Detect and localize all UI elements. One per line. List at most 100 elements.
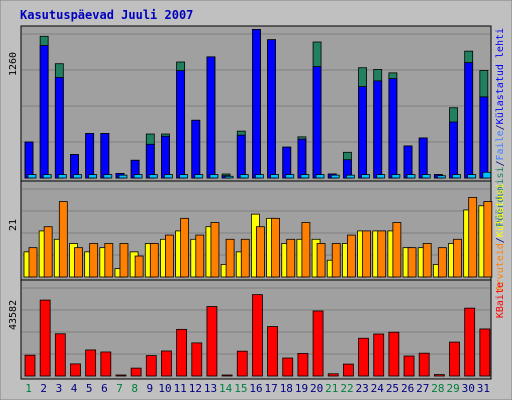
bar-faile-day-25 [391, 174, 401, 179]
bar-kbaite-day-13 [206, 306, 218, 377]
bar-faile-day-6 [103, 174, 113, 179]
bar-faile-day-28 [436, 175, 446, 179]
bar-faile-day-12 [194, 174, 204, 179]
bar-kbaite-day-17 [267, 326, 278, 377]
x-tick-label-day-10: 10 [158, 382, 171, 395]
bar-faile-day-22 [345, 174, 355, 179]
panel-kbytes: 43582 KBaite [8, 279, 506, 380]
x-tick-label-day-11: 11 [174, 382, 187, 395]
bar-kbaite-day-15 [236, 350, 248, 377]
bar-arvuteid-day-31 [483, 201, 493, 278]
bar-arvuteid-day-14 [225, 238, 235, 278]
bar-kulastatud-lehti-day-5 [85, 133, 95, 179]
bar-arvuteid-day-20 [316, 243, 326, 278]
bar-faile-day-1 [27, 174, 37, 179]
legend-entry: KBaite [495, 282, 506, 318]
x-tick-label-day-8: 8 [131, 382, 138, 395]
bar-arvuteid-day-29 [453, 238, 462, 278]
bar-arvuteid-day-2 [43, 226, 53, 278]
bar-kbaite-day-28 [433, 374, 445, 377]
legend-entry: Külastatud lehti [495, 28, 506, 124]
panel-kbytes-legend: KBaite [495, 282, 506, 318]
x-tick-label-day-18: 18 [280, 382, 293, 395]
bar-kulastatud-lehti-day-27 [418, 137, 428, 179]
bar-faile-day-24 [376, 174, 386, 179]
bar-kbaite-day-19 [297, 352, 309, 377]
x-tick-label-day-29: 29 [446, 382, 459, 395]
x-tick-label-day-31: 31 [477, 382, 490, 395]
legend-entry: Külastusi [495, 183, 506, 237]
bar-faile-day-16 [255, 174, 264, 179]
bar-kulastatud-lehti-day-17 [267, 39, 276, 179]
panel-visitors-ymax-label: 21 [8, 219, 19, 231]
x-tick-label-day-7: 7 [116, 382, 123, 395]
bar-kbaite-day-29 [449, 341, 460, 377]
bar-arvuteid-day-16 [256, 226, 265, 278]
bar-kulastatud-lehti-day-15 [236, 134, 246, 179]
x-tick-label-day-24: 24 [371, 382, 385, 395]
x-tick-label-day-27: 27 [416, 382, 429, 395]
bar-faile-day-5 [88, 174, 98, 179]
legend-entry: / [495, 237, 506, 243]
bar-faile-day-27 [421, 174, 431, 179]
x-tick-label-day-22: 22 [340, 382, 353, 395]
bar-kbaite-day-30 [464, 307, 476, 377]
bar-kbaite-day-14 [221, 374, 233, 377]
bar-kulastatud-lehti-day-23 [358, 86, 367, 179]
bar-kbaite-day-22 [342, 363, 354, 377]
x-tick-label-day-26: 26 [401, 382, 414, 395]
legend-entry: Pöördumisi [495, 167, 506, 227]
bar-kbaite-day-12 [191, 342, 203, 377]
bar-kbaite-day-2 [39, 299, 51, 377]
bar-kulastatud-lehti-day-1 [24, 141, 34, 179]
bar-arvuteid-day-4 [74, 247, 83, 278]
bar-kbaite-day-10 [161, 350, 172, 377]
bar-kbaite-day-26 [403, 355, 415, 377]
panel-visitors: 21 Arvuteid/Külastusi [8, 180, 506, 291]
bar-kbaite-day-11 [176, 328, 188, 377]
bar-arvuteid-day-21 [331, 243, 341, 278]
bar-arvuteid-day-25 [392, 222, 402, 278]
bar-arvuteid-day-28 [437, 247, 447, 278]
bar-kulastatud-lehti-day-10 [161, 135, 170, 179]
x-tick-label-day-14: 14 [219, 382, 233, 395]
bar-kbaite-day-4 [70, 363, 81, 377]
bar-kulastatud-lehti-day-20 [312, 66, 322, 179]
x-tick-label-day-9: 9 [147, 382, 154, 395]
bar-kulastatud-lehti-day-2 [39, 45, 49, 179]
bar-kbaite-day-24 [373, 333, 385, 377]
legend-entry: / [495, 160, 506, 166]
bar-kulastatud-lehti-day-19 [297, 138, 307, 179]
bar-arvuteid-day-7 [119, 243, 129, 278]
bar-faile-day-23 [361, 174, 370, 179]
bar-kulastatud-lehti-day-24 [373, 80, 383, 179]
x-tick-label-day-3: 3 [56, 382, 63, 395]
bar-faile-day-18 [285, 174, 295, 179]
bar-arvuteid-day-11 [180, 217, 190, 278]
bar-kulastatud-lehti-day-9 [145, 143, 155, 179]
panel-visitors-legend: Arvuteid/Külastusi [495, 183, 506, 291]
bar-arvuteid-day-15 [240, 238, 250, 278]
x-tick-label-day-25: 25 [386, 382, 399, 395]
bar-kulastatud-lehti-day-31 [479, 96, 489, 179]
bar-arvuteid-day-10 [165, 234, 174, 278]
bar-kbaite-day-3 [54, 333, 66, 377]
bar-arvuteid-day-9 [149, 243, 159, 278]
bar-kulastatud-lehti-day-29 [449, 121, 458, 179]
bar-arvuteid-day-6 [104, 243, 114, 278]
bar-arvuteid-day-19 [301, 222, 311, 278]
bar-arvuteid-day-26 [407, 247, 417, 278]
bar-kbaite-day-23 [358, 337, 369, 377]
x-tick-label-day-6: 6 [101, 382, 108, 395]
bar-arvuteid-day-18 [286, 238, 296, 278]
x-tick-label-day-17: 17 [265, 382, 278, 395]
bar-kulastatud-lehti-day-13 [206, 56, 216, 179]
bar-faile-day-26 [406, 174, 416, 179]
bar-arvuteid-day-12 [195, 234, 205, 278]
bar-faile-day-20 [315, 174, 325, 179]
bar-kbaite-day-31 [479, 328, 491, 377]
bar-arvuteid-day-1 [28, 247, 38, 278]
bar-arvuteid-day-27 [422, 243, 432, 278]
